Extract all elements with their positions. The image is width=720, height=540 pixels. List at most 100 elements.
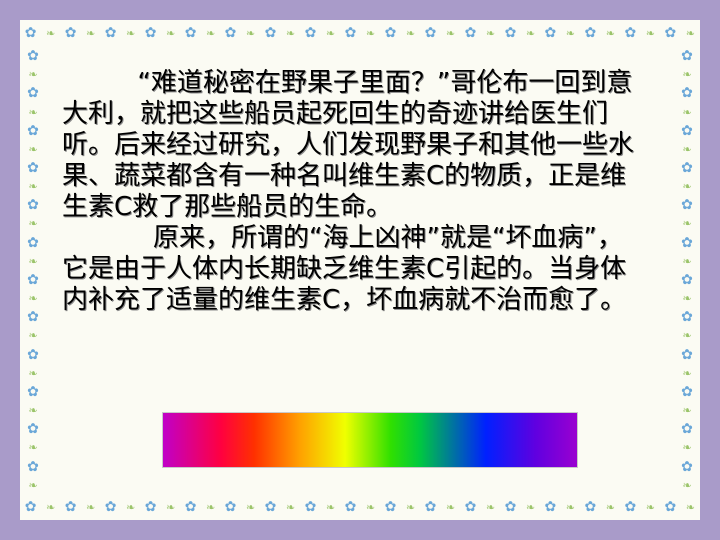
flower-icon: ✿ [464,25,477,41]
leaf-icon: ❧ [285,26,296,40]
flower-icon: ✿ [681,383,693,400]
flower-icon: ✿ [27,85,39,102]
flower-icon: ✿ [584,499,597,515]
flower-icon: ✿ [681,458,693,475]
leaf-icon: ❧ [28,68,38,82]
floral-border-left: ✿ ❧ ✿ ❧ ✿ ❧ ✿ ❧ ✿ ❧ ✿ ❧ ✿ ❧ ✿ ❧ ✿ ❧ ✿ ❧ ✿ ❧ ✿ ❧ [20,46,46,494]
flower-icon: ✿ [384,499,397,515]
flower-icon: ✿ [27,160,39,177]
flower-icon: ✿ [681,271,693,288]
leaf-icon: ❧ [485,500,496,514]
flower-icon: ✿ [344,25,357,41]
flower-icon: ✿ [64,499,77,515]
flower-icon: ✿ [504,499,517,515]
leaf-icon: ❧ [445,26,456,40]
leaf-icon: ❧ [125,500,136,514]
floral-border-bottom: ✿ ❧ ✿ ❧ ✿ ❧ ✿ ❧ ✿ ❧ ✿ ❧ ✿ ❧ ✿ ❧ ✿ ❧ ✿ ❧ ✿ ❧ ✿ ❧ ✿ ❧ ✿ ❧ ✿ ❧ ✿ ❧ ✿ ❧ [20,494,700,520]
flower-icon: ✿ [27,197,39,214]
leaf-icon: ❧ [28,254,38,268]
leaf-icon: ❧ [46,26,56,40]
flower-icon: ✿ [681,122,693,139]
flower-icon: ✿ [144,499,157,515]
leaf-icon: ❧ [365,26,376,40]
flower-icon: ✿ [24,499,37,515]
leaf-icon: ❧ [28,478,38,492]
leaf-icon: ❧ [46,500,56,514]
leaf-icon: ❧ [365,500,376,514]
leaf-icon: ❧ [645,500,655,514]
leaf-icon: ❧ [325,26,336,40]
flower-icon: ✿ [424,499,437,515]
flower-icon: ✿ [681,234,693,251]
leaf-icon: ❧ [165,500,176,514]
flower-icon: ✿ [424,25,437,41]
flower-icon: ✿ [681,85,693,102]
leaf-icon: ❧ [682,68,692,82]
flower-icon: ✿ [27,234,39,251]
leaf-icon: ❧ [405,26,416,40]
leaf-icon: ❧ [682,180,692,194]
flower-icon: ✿ [681,309,693,326]
color-spectrum-bar [162,412,578,468]
leaf-icon: ❧ [682,441,692,455]
flower-icon: ✿ [664,25,677,41]
flower-icon: ✿ [624,25,637,41]
leaf-icon: ❧ [645,26,655,40]
leaf-icon: ❧ [85,26,96,40]
flower-icon: ✿ [681,346,693,363]
flower-icon: ✿ [27,48,39,65]
flower-icon: ✿ [27,458,39,475]
leaf-icon: ❧ [525,500,536,514]
leaf-icon: ❧ [28,329,38,343]
flower-icon: ✿ [681,197,693,214]
flower-icon: ✿ [584,25,597,41]
paragraph-1: “难道秘密在野果子里面？”哥伦布一回到意大利，就把这些船员起死回生的奇迹讲给医生… [62,68,635,222]
leaf-icon: ❧ [682,404,692,418]
slide-card: ✿ ❧ ✿ ❧ ✿ ❧ ✿ ❧ ✿ ❧ ✿ ❧ ✿ ❧ ✿ ❧ ✿ ❧ ✿ ❧ ✿ ❧ ✿ ❧ ✿ ❧ ✿ ❧ ✿ ❧ ✿ ❧ ✿ ❧ ✿ ❧ ✿ ❧ ✿… [20,20,700,520]
leaf-icon: ❧ [682,217,692,231]
leaf-icon: ❧ [682,478,692,492]
flower-icon: ✿ [64,25,77,41]
flower-icon: ✿ [24,25,37,41]
leaf-icon: ❧ [682,292,692,306]
leaf-icon: ❧ [682,366,692,380]
flower-icon: ✿ [27,271,39,288]
flower-icon: ✿ [144,25,157,41]
flower-icon: ✿ [664,499,677,515]
flower-icon: ✿ [27,383,39,400]
flower-icon: ✿ [184,499,197,515]
leaf-icon: ❧ [485,26,496,40]
flower-icon: ✿ [104,25,117,41]
flower-icon: ✿ [544,25,557,41]
flower-icon: ✿ [224,499,237,515]
leaf-icon: ❧ [685,26,695,40]
leaf-icon: ❧ [565,26,576,40]
flower-icon: ✿ [27,309,39,326]
flower-icon: ✿ [264,499,277,515]
leaf-icon: ❧ [685,500,695,514]
flower-icon: ✿ [681,48,693,65]
flower-icon: ✿ [464,499,477,515]
flower-icon: ✿ [304,499,317,515]
leaf-icon: ❧ [28,441,38,455]
body-text: “难道秘密在野果子里面？”哥伦布一回到意大利，就把这些船员起死回生的奇迹讲给医生… [62,68,638,316]
leaf-icon: ❧ [405,500,416,514]
flower-icon: ✿ [224,25,237,41]
leaf-icon: ❧ [125,26,136,40]
leaf-icon: ❧ [682,254,692,268]
flower-icon: ✿ [681,160,693,177]
leaf-icon: ❧ [28,366,38,380]
leaf-icon: ❧ [28,142,38,156]
flower-icon: ✿ [104,499,117,515]
leaf-icon: ❧ [525,26,536,40]
flower-icon: ✿ [27,346,39,363]
flower-icon: ✿ [544,499,557,515]
flower-icon: ✿ [304,25,317,41]
flower-icon: ✿ [384,25,397,41]
leaf-icon: ❧ [565,500,576,514]
flower-icon: ✿ [681,421,693,438]
leaf-icon: ❧ [682,142,692,156]
leaf-icon: ❧ [245,26,256,40]
leaf-icon: ❧ [605,500,615,514]
leaf-icon: ❧ [445,500,456,514]
